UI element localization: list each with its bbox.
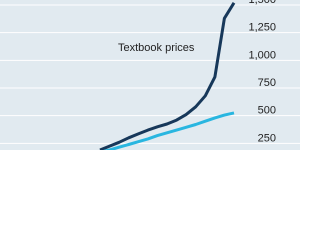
y-tick-label: 1,000 [248, 49, 276, 61]
y-tick-label: 1,500 [248, 0, 276, 6]
chart: 250 500 750 1,000 1,250 1,500 Textbook prices [0, 0, 300, 150]
y-tick-label: 250 [258, 132, 276, 144]
series-label: Textbook prices [118, 42, 195, 54]
y-tick-label: 500 [258, 105, 276, 117]
y-tick-label: 1,250 [248, 22, 276, 34]
series-line [102, 111, 235, 150]
y-tick-label: 750 [258, 77, 276, 89]
series-line [99, 2, 236, 150]
